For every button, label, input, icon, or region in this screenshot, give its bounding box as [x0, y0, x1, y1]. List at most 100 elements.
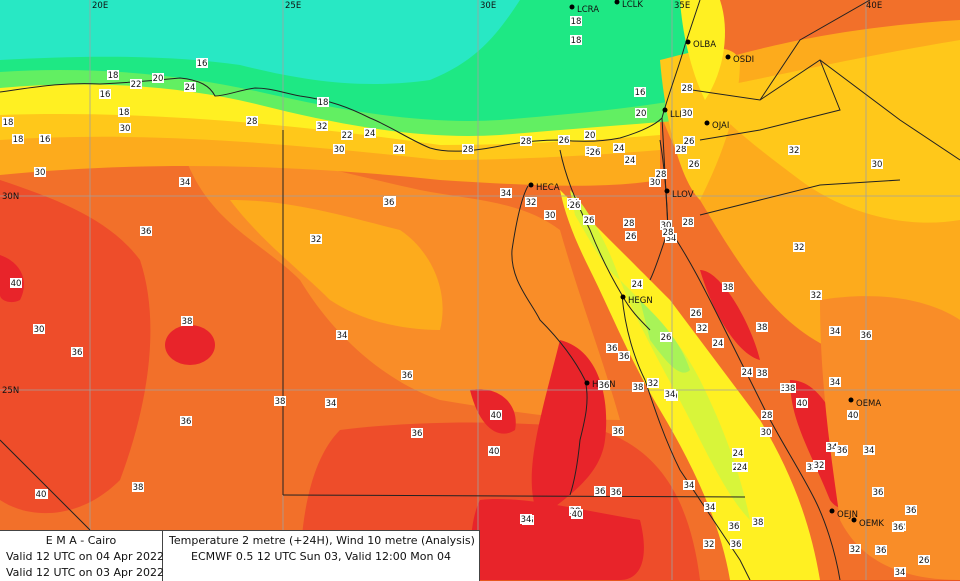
temperature-value-text: 26: [661, 333, 672, 343]
temperature-value: 24: [732, 448, 744, 459]
temperature-value-box: [35, 489, 47, 499]
legend-model: ECMWF 0.5 12 UTC Sun 03, Valid 12:00 Mon…: [191, 550, 451, 563]
legend-valid-analysis: Valid 12 UTC on 03 Apr 2022: [6, 566, 165, 579]
redsea-west-coast: [621, 294, 751, 580]
temperature-value-box: [411, 428, 423, 438]
temperature-value: 38: [784, 383, 796, 394]
temperature-value-text: 28: [762, 411, 773, 421]
temperature-value-text: 30: [661, 221, 672, 231]
temperature-value: 32: [703, 539, 715, 550]
temperature-value: 28: [682, 217, 694, 228]
temperature-value: 34: [829, 326, 841, 337]
temperature-value: 38: [132, 482, 144, 493]
temperature-value-text: 36: [613, 427, 624, 437]
svg-text:OEMA: OEMA: [856, 399, 881, 409]
zone-38-patch1: [165, 325, 215, 365]
temperature-value: 20: [635, 108, 647, 119]
temperature-value-box: [180, 416, 192, 426]
temperature-value-box: [618, 351, 630, 361]
temperature-value-text: 24: [733, 449, 744, 459]
temperature-value-box: [647, 378, 659, 388]
temperature-value: 32: [525, 197, 537, 208]
temperature-value-text: 30: [872, 160, 883, 170]
temperature-value: 32: [806, 462, 818, 473]
temperature-value-text: 30: [34, 325, 45, 335]
temperature-value: 24: [184, 82, 196, 93]
temperature-value: 20: [152, 73, 164, 84]
station-olba[interactable]: OLBA: [685, 39, 717, 51]
temperature-value-box: [829, 326, 841, 336]
temperature-value-box: [918, 555, 930, 565]
temperature-value-box: [660, 220, 672, 230]
temperature-value-text: 36: [906, 506, 917, 516]
temperature-value-box: [683, 136, 695, 146]
temperature-value-box: [34, 167, 46, 177]
temperature-value-box: [317, 97, 329, 107]
temperature-value-box: [184, 82, 196, 92]
temperature-value-text: 40: [491, 411, 502, 421]
temperature-value-text: 18: [571, 36, 582, 46]
temperature-value-box: [829, 377, 841, 387]
station-llov[interactable]: LLOV: [664, 188, 694, 201]
temperature-value-text: 24: [394, 145, 405, 155]
station-llbg[interactable]: LLBG: [662, 107, 692, 121]
temperature-value-text: 36: [72, 348, 83, 358]
temperature-value-text: 32: [311, 235, 322, 245]
legend-product: Temperature 2 metre (+24H), Wind 10 metr…: [169, 534, 475, 547]
temperature-value: 28: [520, 136, 532, 147]
temperature-value-box: [760, 427, 772, 437]
temperature-value: 26: [918, 555, 930, 566]
temperature-value-box: [730, 539, 742, 549]
temperature-value-box: [520, 514, 532, 524]
station-lclk[interactable]: LCLK: [614, 0, 644, 10]
temperature-value-text: 16: [40, 135, 51, 145]
temperature-value: 34: [829, 377, 841, 388]
station-hegn[interactable]: HEGN: [620, 294, 653, 307]
temperature-value-text: 40: [489, 447, 500, 457]
temperature-value: 36: [594, 486, 606, 497]
station-heca[interactable]: HECA: [528, 182, 560, 194]
temperature-value-text: 34: [326, 399, 337, 409]
temperature-value-text: 32: [807, 463, 818, 473]
temperature-value: 34: [179, 177, 191, 188]
temperature-value: 32: [310, 234, 322, 245]
temperature-value-text: 36: [729, 522, 740, 532]
station-oema[interactable]: OEMA: [848, 397, 882, 410]
legend-product-block: Temperature 2 metre (+24H), Wind 10 metr…: [163, 531, 479, 581]
temperature-value-box: [181, 316, 193, 326]
temperature-value-box: [736, 462, 748, 472]
station-oejn[interactable]: OEJN: [829, 508, 858, 521]
grid-label: 40E: [866, 1, 882, 11]
temperature-value-text: 38: [133, 483, 144, 493]
station-lcra[interactable]: LCRA: [569, 4, 600, 16]
temperature-value: 38: [274, 396, 286, 407]
temperature-value-box: [584, 130, 596, 140]
temperature-value-box: [544, 210, 556, 220]
temperature-value-text: 26: [689, 160, 700, 170]
temperature-value-box: [274, 396, 286, 406]
grid-label: 20E: [92, 1, 108, 11]
temperature-value-text: 36: [412, 429, 423, 439]
temperature-value-text: 28: [676, 145, 687, 155]
temperature-value-text: 34: [666, 234, 677, 244]
grid-label: 25N: [2, 386, 19, 396]
station-oemk[interactable]: OEMK: [851, 517, 885, 530]
temperature-value-text: 30: [120, 124, 131, 134]
zone-gulf-suez: [570, 190, 620, 280]
temperature-value-box: [675, 144, 687, 154]
temperature-value-box: [635, 108, 647, 118]
temperature-value-text: 24: [737, 463, 748, 473]
temperature-value-box: [393, 144, 405, 154]
svg-text:OEMK: OEMK: [859, 519, 884, 529]
temperature-value-box: [681, 83, 693, 93]
temperature-value-box: [662, 227, 674, 237]
temperature-value-box: [847, 410, 859, 420]
temperature-value-box: [132, 482, 144, 492]
station-osdi[interactable]: OSDI: [725, 54, 755, 66]
temperature-value-box: [118, 107, 130, 117]
station-ojai[interactable]: OJAI: [704, 120, 730, 132]
temperature-value-text: 30: [35, 168, 46, 178]
redsea-east-coast: [669, 229, 841, 580]
zone-med-green: [518, 0, 690, 75]
